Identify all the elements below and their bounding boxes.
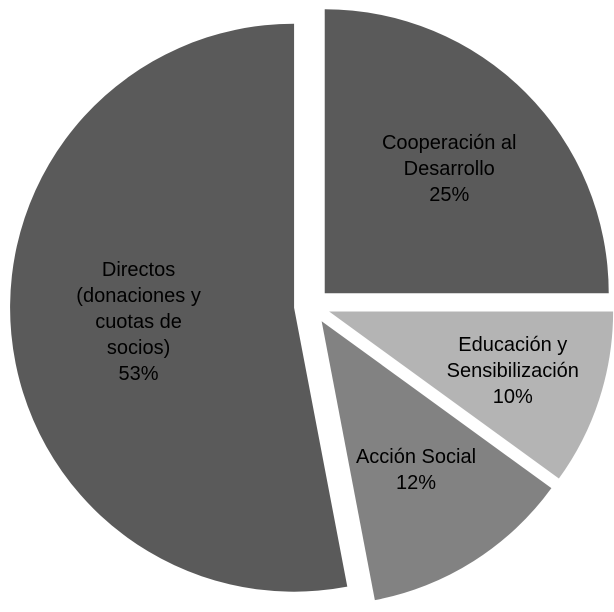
pie-slice [324,9,609,294]
slice-label: Cooperación al Desarrollo 25% [364,130,534,208]
category-label: Cooperación al Desarrollo [381,131,517,180]
pie-slice [329,311,614,479]
slice-label: Acción Social 12% [326,444,506,496]
pie-slice [321,321,552,601]
category-label: Directos (donaciones y cuotas de socios) [76,259,201,360]
pie-slice [10,23,348,592]
value-label: 10% [492,386,533,409]
value-label: 25% [429,183,470,206]
slice-label: Educación y Sensibilización 10% [430,332,595,410]
value-label: 12% [395,471,436,494]
slice-label: Directos (donaciones y cuotas de socios)… [64,257,214,387]
value-label: 53% [118,363,159,386]
category-label: Educación y Sensibilización [446,334,579,383]
category-label: Acción Social [355,445,477,468]
